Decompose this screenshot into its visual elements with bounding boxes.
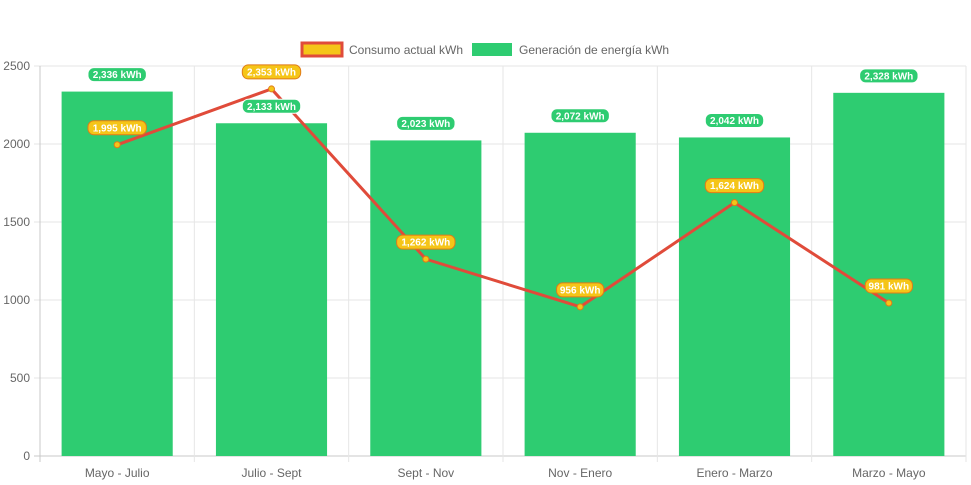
- bar-generacion[interactable]: [215, 123, 328, 456]
- data-label-generacion: 2,072 kWh: [550, 108, 610, 124]
- data-label-generacion: 2,042 kWh: [704, 112, 765, 128]
- x-tick-label: Julio - Sept: [241, 466, 302, 480]
- bars-layer: [61, 91, 945, 457]
- data-label-consumo: 1,262 kWh: [396, 234, 456, 250]
- point-consumo[interactable]: [268, 85, 275, 93]
- data-label-consumo-bg: [241, 64, 302, 80]
- legend-swatch-consumo[interactable]: [300, 41, 344, 58]
- data-label-generacion-bg: [859, 68, 919, 84]
- bar-generacion[interactable]: [370, 140, 482, 457]
- data-label-consumo: 1,624 kWh: [704, 178, 765, 194]
- y-tick-label: 2000: [3, 137, 30, 151]
- data-label-consumo: 2,353 kWh: [241, 64, 302, 80]
- x-tick-label: Nov - Enero: [548, 466, 612, 480]
- data-label-generacion-text: 2,042 kWh: [710, 116, 759, 127]
- point-consumo[interactable]: [576, 303, 584, 311]
- data-label-consumo-bg: [704, 178, 765, 194]
- legend-swatch-generacion[interactable]: [472, 43, 512, 56]
- data-label-generacion-text: 2,336 kWh: [93, 70, 142, 81]
- point-consumo[interactable]: [422, 255, 430, 263]
- y-tick-label: 2500: [3, 59, 30, 73]
- y-tick-label: 0: [23, 449, 30, 463]
- y-tick-label: 500: [10, 371, 30, 385]
- point-consumo[interactable]: [731, 199, 738, 207]
- data-label-generacion-bg: [241, 98, 302, 114]
- data-label-generacion-text: 2,072 kWh: [556, 111, 605, 122]
- data-label-consumo-bg: [556, 282, 605, 298]
- x-tick-label: Sept - Nov: [397, 466, 454, 480]
- data-label-consumo-bg: [396, 234, 456, 250]
- data-label-consumo: 956 kWh: [556, 282, 605, 298]
- data-label-generacion-text: 2,023 kWh: [401, 119, 450, 130]
- data-label-generacion-bg: [396, 115, 456, 131]
- legend-label-consumo[interactable]: Consumo actual kWh: [349, 43, 463, 57]
- data-label-generacion-bg: [550, 108, 610, 124]
- bar-generacion[interactable]: [61, 91, 173, 457]
- data-label-consumo-text: 1,995 kWh: [93, 123, 142, 134]
- data-label-generacion: 2,328 kWh: [859, 68, 919, 84]
- data-label-consumo-text: 1,624 kWh: [710, 181, 759, 192]
- bar-generacion[interactable]: [833, 92, 945, 456]
- line-layer: [113, 85, 893, 311]
- data-label-generacion: 2,023 kWh: [396, 115, 456, 131]
- data-label-consumo-text: 956 kWh: [560, 285, 601, 296]
- x-tick-label: Enero - Marzo: [696, 466, 772, 480]
- data-label-consumo-text: 1,262 kWh: [401, 238, 450, 249]
- data-label-generacion: 2,133 kWh: [241, 98, 302, 114]
- data-label-consumo-text: 2,353 kWh: [247, 67, 296, 78]
- data-label-consumo-bg: [864, 278, 913, 294]
- legend-label-generacion[interactable]: Generación de energía kWh: [519, 43, 669, 57]
- line-consumo[interactable]: [116, 87, 890, 309]
- x-tick-label: Mayo - Julio: [85, 466, 150, 480]
- y-tick-label: 1500: [3, 215, 30, 229]
- point-consumo[interactable]: [885, 299, 893, 307]
- data-label-consumo: 1,995 kWh: [87, 120, 147, 136]
- data-label-generacion-text: 2,133 kWh: [247, 102, 296, 113]
- x-tick-label: Marzo - Mayo: [852, 466, 926, 480]
- data-label-generacion-text: 2,328 kWh: [864, 71, 913, 82]
- data-label-generacion-bg: [87, 67, 147, 83]
- y-tick-label: 1000: [3, 293, 30, 307]
- data-label-generacion-bg: [704, 112, 765, 128]
- legend[interactable]: Consumo actual kWh Generación de energía…: [300, 41, 669, 58]
- data-label-consumo-bg: [87, 120, 147, 136]
- grid-layer: [34, 65, 967, 462]
- labels-layer: 2,336 kWh 2,133 kWh 2,023 kWh 2,072 kWh 2,04…: [87, 64, 919, 298]
- point-consumo[interactable]: [113, 141, 121, 149]
- data-label-consumo-text: 981 kWh: [869, 281, 910, 292]
- axis-layer: 0 500 1000 1500 2000 2500 Mayo - Julio Julio - …: [3, 59, 926, 480]
- data-label-generacion: 2,336 kWh: [87, 67, 147, 83]
- data-label-consumo: 981 kWh: [864, 278, 913, 294]
